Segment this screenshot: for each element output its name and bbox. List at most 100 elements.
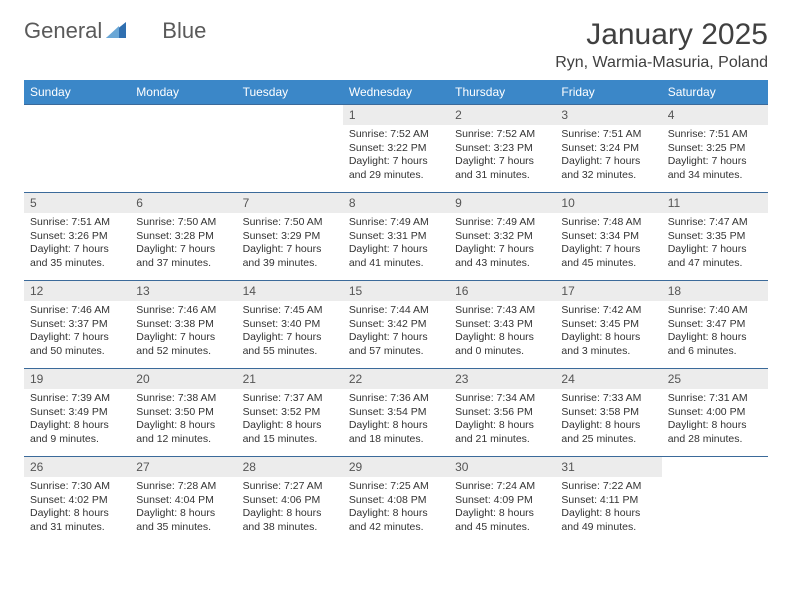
calendar-cell: 2Sunrise: 7:52 AMSunset: 3:23 PMDaylight… (449, 105, 555, 193)
day-details: Sunrise: 7:24 AMSunset: 4:09 PMDaylight:… (449, 477, 555, 539)
day-details: Sunrise: 7:37 AMSunset: 3:52 PMDaylight:… (237, 389, 343, 451)
day-sr: Sunrise: 7:49 AM (349, 216, 443, 230)
page-header: General Blue January 2025 Ryn, Warmia-Ma… (24, 18, 768, 72)
weekday-header: Thursday (449, 80, 555, 105)
day-d2: and 35 minutes. (30, 257, 124, 271)
day-number: 15 (343, 281, 449, 301)
calendar-cell: 23Sunrise: 7:34 AMSunset: 3:56 PMDayligh… (449, 369, 555, 457)
day-d2: and 29 minutes. (349, 169, 443, 183)
day-number: 12 (24, 281, 130, 301)
day-ss: Sunset: 3:47 PM (668, 318, 762, 332)
day-ss: Sunset: 3:38 PM (136, 318, 230, 332)
day-d2: and 31 minutes. (30, 521, 124, 535)
day-d1: Daylight: 7 hours (136, 243, 230, 257)
day-details: Sunrise: 7:36 AMSunset: 3:54 PMDaylight:… (343, 389, 449, 451)
day-number: 11 (662, 193, 768, 213)
day-number: 2 (449, 105, 555, 125)
day-sr: Sunrise: 7:52 AM (455, 128, 549, 142)
day-details: Sunrise: 7:52 AMSunset: 3:22 PMDaylight:… (343, 125, 449, 187)
day-sr: Sunrise: 7:46 AM (30, 304, 124, 318)
day-number: 18 (662, 281, 768, 301)
calendar-cell (24, 105, 130, 193)
page-title: January 2025 (555, 18, 768, 52)
day-d1: Daylight: 8 hours (455, 419, 549, 433)
day-sr: Sunrise: 7:49 AM (455, 216, 549, 230)
day-ss: Sunset: 3:40 PM (243, 318, 337, 332)
day-number: 1 (343, 105, 449, 125)
day-details: Sunrise: 7:48 AMSunset: 3:34 PMDaylight:… (555, 213, 661, 275)
brand-word1: General (24, 18, 102, 44)
calendar-cell: 1Sunrise: 7:52 AMSunset: 3:22 PMDaylight… (343, 105, 449, 193)
calendar-cell: 13Sunrise: 7:46 AMSunset: 3:38 PMDayligh… (130, 281, 236, 369)
day-d1: Daylight: 8 hours (30, 507, 124, 521)
day-d2: and 55 minutes. (243, 345, 337, 359)
day-sr: Sunrise: 7:28 AM (136, 480, 230, 494)
day-d1: Daylight: 8 hours (136, 507, 230, 521)
day-sr: Sunrise: 7:51 AM (30, 216, 124, 230)
day-ss: Sunset: 3:49 PM (30, 406, 124, 420)
calendar-cell: 14Sunrise: 7:45 AMSunset: 3:40 PMDayligh… (237, 281, 343, 369)
day-ss: Sunset: 3:32 PM (455, 230, 549, 244)
day-d1: Daylight: 7 hours (455, 243, 549, 257)
calendar-cell: 22Sunrise: 7:36 AMSunset: 3:54 PMDayligh… (343, 369, 449, 457)
calendar-cell: 26Sunrise: 7:30 AMSunset: 4:02 PMDayligh… (24, 457, 130, 545)
day-d1: Daylight: 7 hours (349, 155, 443, 169)
weekday-header: Monday (130, 80, 236, 105)
day-ss: Sunset: 3:26 PM (30, 230, 124, 244)
calendar-cell: 9Sunrise: 7:49 AMSunset: 3:32 PMDaylight… (449, 193, 555, 281)
day-details: Sunrise: 7:25 AMSunset: 4:08 PMDaylight:… (343, 477, 449, 539)
day-d2: and 45 minutes. (561, 257, 655, 271)
day-ss: Sunset: 4:02 PM (30, 494, 124, 508)
day-d2: and 41 minutes. (349, 257, 443, 271)
day-d1: Daylight: 7 hours (136, 331, 230, 345)
day-d1: Daylight: 7 hours (349, 243, 443, 257)
day-d2: and 47 minutes. (668, 257, 762, 271)
day-d2: and 39 minutes. (243, 257, 337, 271)
day-sr: Sunrise: 7:52 AM (349, 128, 443, 142)
day-sr: Sunrise: 7:50 AM (136, 216, 230, 230)
weekday-header: Tuesday (237, 80, 343, 105)
calendar-cell (237, 105, 343, 193)
day-details: Sunrise: 7:49 AMSunset: 3:31 PMDaylight:… (343, 213, 449, 275)
day-details: Sunrise: 7:31 AMSunset: 4:00 PMDaylight:… (662, 389, 768, 451)
day-d2: and 6 minutes. (668, 345, 762, 359)
day-sr: Sunrise: 7:30 AM (30, 480, 124, 494)
day-details: Sunrise: 7:33 AMSunset: 3:58 PMDaylight:… (555, 389, 661, 451)
calendar-cell: 12Sunrise: 7:46 AMSunset: 3:37 PMDayligh… (24, 281, 130, 369)
day-d2: and 38 minutes. (243, 521, 337, 535)
day-sr: Sunrise: 7:27 AM (243, 480, 337, 494)
day-d1: Daylight: 7 hours (561, 155, 655, 169)
day-ss: Sunset: 4:08 PM (349, 494, 443, 508)
day-number: 24 (555, 369, 661, 389)
day-sr: Sunrise: 7:43 AM (455, 304, 549, 318)
day-d2: and 37 minutes. (136, 257, 230, 271)
day-d2: and 50 minutes. (30, 345, 124, 359)
day-d1: Daylight: 7 hours (455, 155, 549, 169)
day-d1: Daylight: 8 hours (561, 419, 655, 433)
calendar-cell: 30Sunrise: 7:24 AMSunset: 4:09 PMDayligh… (449, 457, 555, 545)
calendar-cell: 4Sunrise: 7:51 AMSunset: 3:25 PMDaylight… (662, 105, 768, 193)
calendar-cell (662, 457, 768, 545)
day-details: Sunrise: 7:50 AMSunset: 3:29 PMDaylight:… (237, 213, 343, 275)
day-details: Sunrise: 7:50 AMSunset: 3:28 PMDaylight:… (130, 213, 236, 275)
day-sr: Sunrise: 7:38 AM (136, 392, 230, 406)
day-d1: Daylight: 7 hours (243, 331, 337, 345)
day-number: 5 (24, 193, 130, 213)
day-d1: Daylight: 8 hours (136, 419, 230, 433)
weekday-header: Sunday (24, 80, 130, 105)
day-number: 4 (662, 105, 768, 125)
day-sr: Sunrise: 7:50 AM (243, 216, 337, 230)
day-number: 6 (130, 193, 236, 213)
calendar-cell: 25Sunrise: 7:31 AMSunset: 4:00 PMDayligh… (662, 369, 768, 457)
day-sr: Sunrise: 7:31 AM (668, 392, 762, 406)
day-d1: Daylight: 8 hours (243, 507, 337, 521)
calendar-cell: 21Sunrise: 7:37 AMSunset: 3:52 PMDayligh… (237, 369, 343, 457)
calendar-cell: 11Sunrise: 7:47 AMSunset: 3:35 PMDayligh… (662, 193, 768, 281)
day-details: Sunrise: 7:46 AMSunset: 3:37 PMDaylight:… (24, 301, 130, 363)
brand-word2: Blue (162, 18, 206, 44)
day-sr: Sunrise: 7:51 AM (561, 128, 655, 142)
day-sr: Sunrise: 7:39 AM (30, 392, 124, 406)
calendar-body: 1Sunrise: 7:52 AMSunset: 3:22 PMDaylight… (24, 105, 768, 545)
calendar-cell: 29Sunrise: 7:25 AMSunset: 4:08 PMDayligh… (343, 457, 449, 545)
day-d1: Daylight: 8 hours (455, 331, 549, 345)
